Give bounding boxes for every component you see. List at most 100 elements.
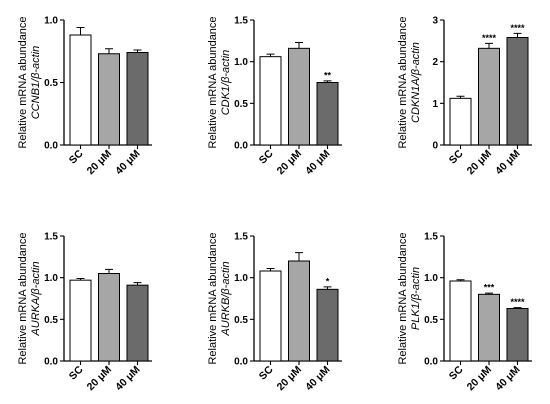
error-bar [295,252,303,261]
bar-40-μM [506,308,529,362]
y-axis-label-line1: Relative mRNA abundance [207,16,219,148]
error-bar [323,80,332,83]
bar-20-μM [288,260,310,362]
y-tick-label: 0.5 [44,315,58,326]
x-category-label: 20 μM [275,147,305,177]
x-category-label: 20 μM [465,147,495,177]
error-bar [266,53,275,57]
y-tick-label: 1.0 [234,273,248,284]
chart-panel-4: Relative mRNA abundanceAURKA/β-actin0.00… [17,232,152,393]
error-bar [266,268,275,271]
y-axis-label-line1: Relative mRNA abundance [397,232,409,364]
y-tick-label: 1.0 [234,57,248,68]
y-tick-label: 0.5 [234,315,248,326]
bar-20-μM [98,53,120,146]
error-bar [105,268,113,274]
bar-SC [259,270,282,362]
x-category-label: 40 μM [113,147,143,177]
y-axis-label: Relative mRNA abundanceCDK1/β-actin [207,16,232,148]
x-category-label: 40 μM [303,147,333,177]
bar-40-μM [506,37,529,146]
y-tick-label: 1.0 [44,16,58,27]
y-axis-label: Relative mRNA abundanceCCNB1/β-actin [17,16,42,148]
x-category-label: 20 μM [275,363,305,393]
x-category-label: SC [257,147,276,166]
error-bar [485,292,493,295]
y-tick-label: 0.0 [44,357,58,368]
error-bar [295,42,303,49]
error-bar [456,95,465,99]
x-category-label: 20 μM [85,147,115,177]
significance-marker: ** [324,70,332,80]
y-tick-label: 1.5 [44,232,58,243]
y-tick-label: 1.5 [234,232,248,243]
bar-20-μM [288,47,310,146]
y-axis-label-gene: CCNB1/β-actin [30,46,42,120]
y-tick-label: 1.0 [424,273,438,284]
x-category-label: SC [67,363,86,382]
error-bar [133,49,142,53]
bar-SC [69,34,92,146]
bar-SC [259,56,282,146]
y-tick-label: 1.0 [44,273,58,284]
error-bar [456,279,465,281]
y-tick-label: 0 [432,141,438,152]
y-axis-label-line1: Relative mRNA abundance [17,232,29,364]
bar-20-μM [98,273,120,362]
bar-20-μM [478,47,500,146]
x-category-label: 40 μM [303,363,333,393]
error-bar [105,48,113,54]
bar-40-μM [126,284,149,362]
significance-marker: **** [482,33,497,43]
y-axis-label-gene: AURKA/β-actin [30,261,42,336]
x-category-label: 20 μM [465,363,495,393]
y-tick-label: 0.0 [234,141,248,152]
bar-SC [449,280,472,362]
x-category-label: SC [257,363,276,382]
y-axis-label: Relative mRNA abundancePLK1/β-actin [397,232,422,364]
significance-marker: *** [484,283,495,293]
y-tick-label: 3 [432,16,438,27]
error-bar [485,42,493,49]
y-axis-label-line1: Relative mRNA abundance [17,16,29,148]
bar-40-μM [316,288,339,362]
x-category-label: SC [67,147,86,166]
chart-panel-6: Relative mRNA abundancePLK1/β-actin0.00.… [397,232,532,393]
bar-SC [449,97,472,146]
error-bar [323,286,332,290]
error-bar [76,278,85,281]
y-tick-label: 1 [432,99,438,110]
x-category-label: 40 μM [493,147,523,177]
y-tick-label: 0.5 [234,99,248,110]
bar-20-μM [478,293,500,362]
error-bar [513,307,522,309]
y-axis-label: Relative mRNA abundanceAURKA/β-actin [17,232,42,364]
y-axis-label-gene: CDKN1A/β-actin [410,42,422,123]
y-axis-label-gene: PLK1/β-actin [410,267,422,330]
x-category-label: SC [447,363,466,382]
y-axis-label-gene: AURKB/β-actin [220,261,232,336]
y-axis-label-line1: Relative mRNA abundance [207,232,219,364]
y-tick-label: 1.5 [234,16,248,27]
bar-SC [69,279,92,362]
error-bar [76,27,85,35]
y-tick-label: 0.0 [44,141,58,152]
x-category-label: 40 μM [493,363,523,393]
significance-marker: * [326,276,330,286]
y-tick-label: 1.5 [424,232,438,243]
error-bar [133,282,142,286]
significance-marker: **** [510,23,525,33]
error-bar [513,32,522,38]
y-axis-label: Relative mRNA abundanceCDKN1A/β-actin [397,16,422,148]
chart-panel-1: Relative mRNA abundanceCCNB1/β-actin0.00… [17,16,152,177]
y-tick-label: 0.5 [424,315,438,326]
chart-panel-3: Relative mRNA abundanceCDKN1A/β-actin 0 1 2… [397,16,532,177]
y-axis-label-line1: Relative mRNA abundance [397,16,409,148]
bar-40-μM [126,52,149,146]
bar-40-μM [316,82,339,146]
y-tick-label: 2 [432,57,438,68]
chart-panel-5: Relative mRNA abundanceAURKB/β-actin0.00… [207,232,342,393]
y-axis-label: Relative mRNA abundanceAURKB/β-actin [207,232,232,364]
